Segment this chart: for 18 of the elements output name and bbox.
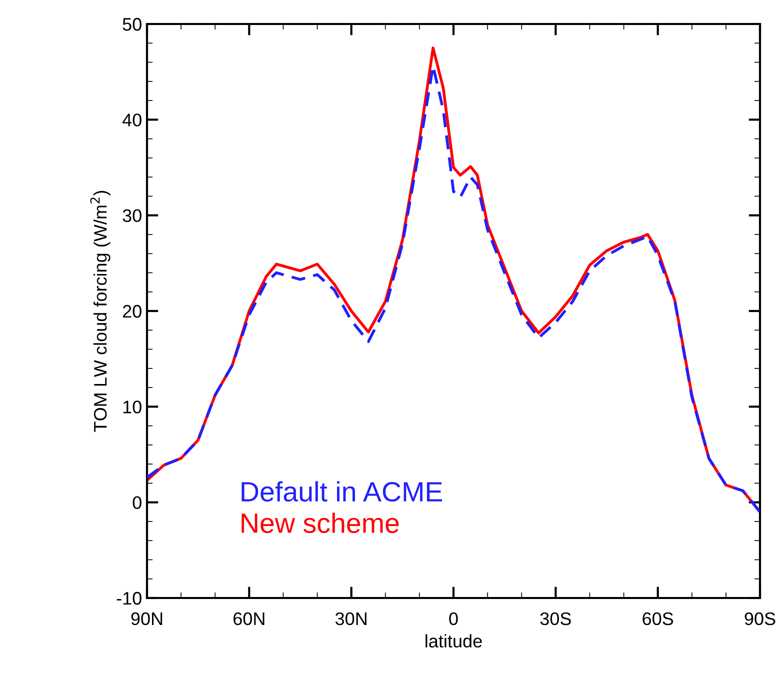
- x-tick-label: 0: [449, 612, 458, 626]
- y-tick-label: 30: [122, 209, 142, 222]
- y-tick-label: 10: [123, 400, 142, 414]
- text: Default in ACME: [242, 481, 442, 502]
- x-tick-label: 90S: [744, 612, 776, 626]
- x-tick-label: 30S: [540, 612, 571, 626]
- x-tick-label: 30N: [335, 612, 366, 626]
- x-axis-title: latitude: [426, 634, 482, 648]
- y-tick-label: 0: [132, 496, 142, 510]
- text: New scheme: [242, 512, 399, 534]
- y-axis-title: TOM LW cloud forcing (W/m$^{2}$): [90, 190, 110, 432]
- y-tick-label: 50: [122, 18, 142, 31]
- y-tick-label: -10: [116, 592, 142, 605]
- y-tick-label: 20: [122, 304, 142, 318]
- x-tick-label: 60S: [642, 612, 674, 626]
- x-tick-label: 60N: [234, 612, 264, 626]
- y-tick-label: 40: [122, 114, 142, 126]
- x-tick-label: 90N: [131, 612, 162, 626]
